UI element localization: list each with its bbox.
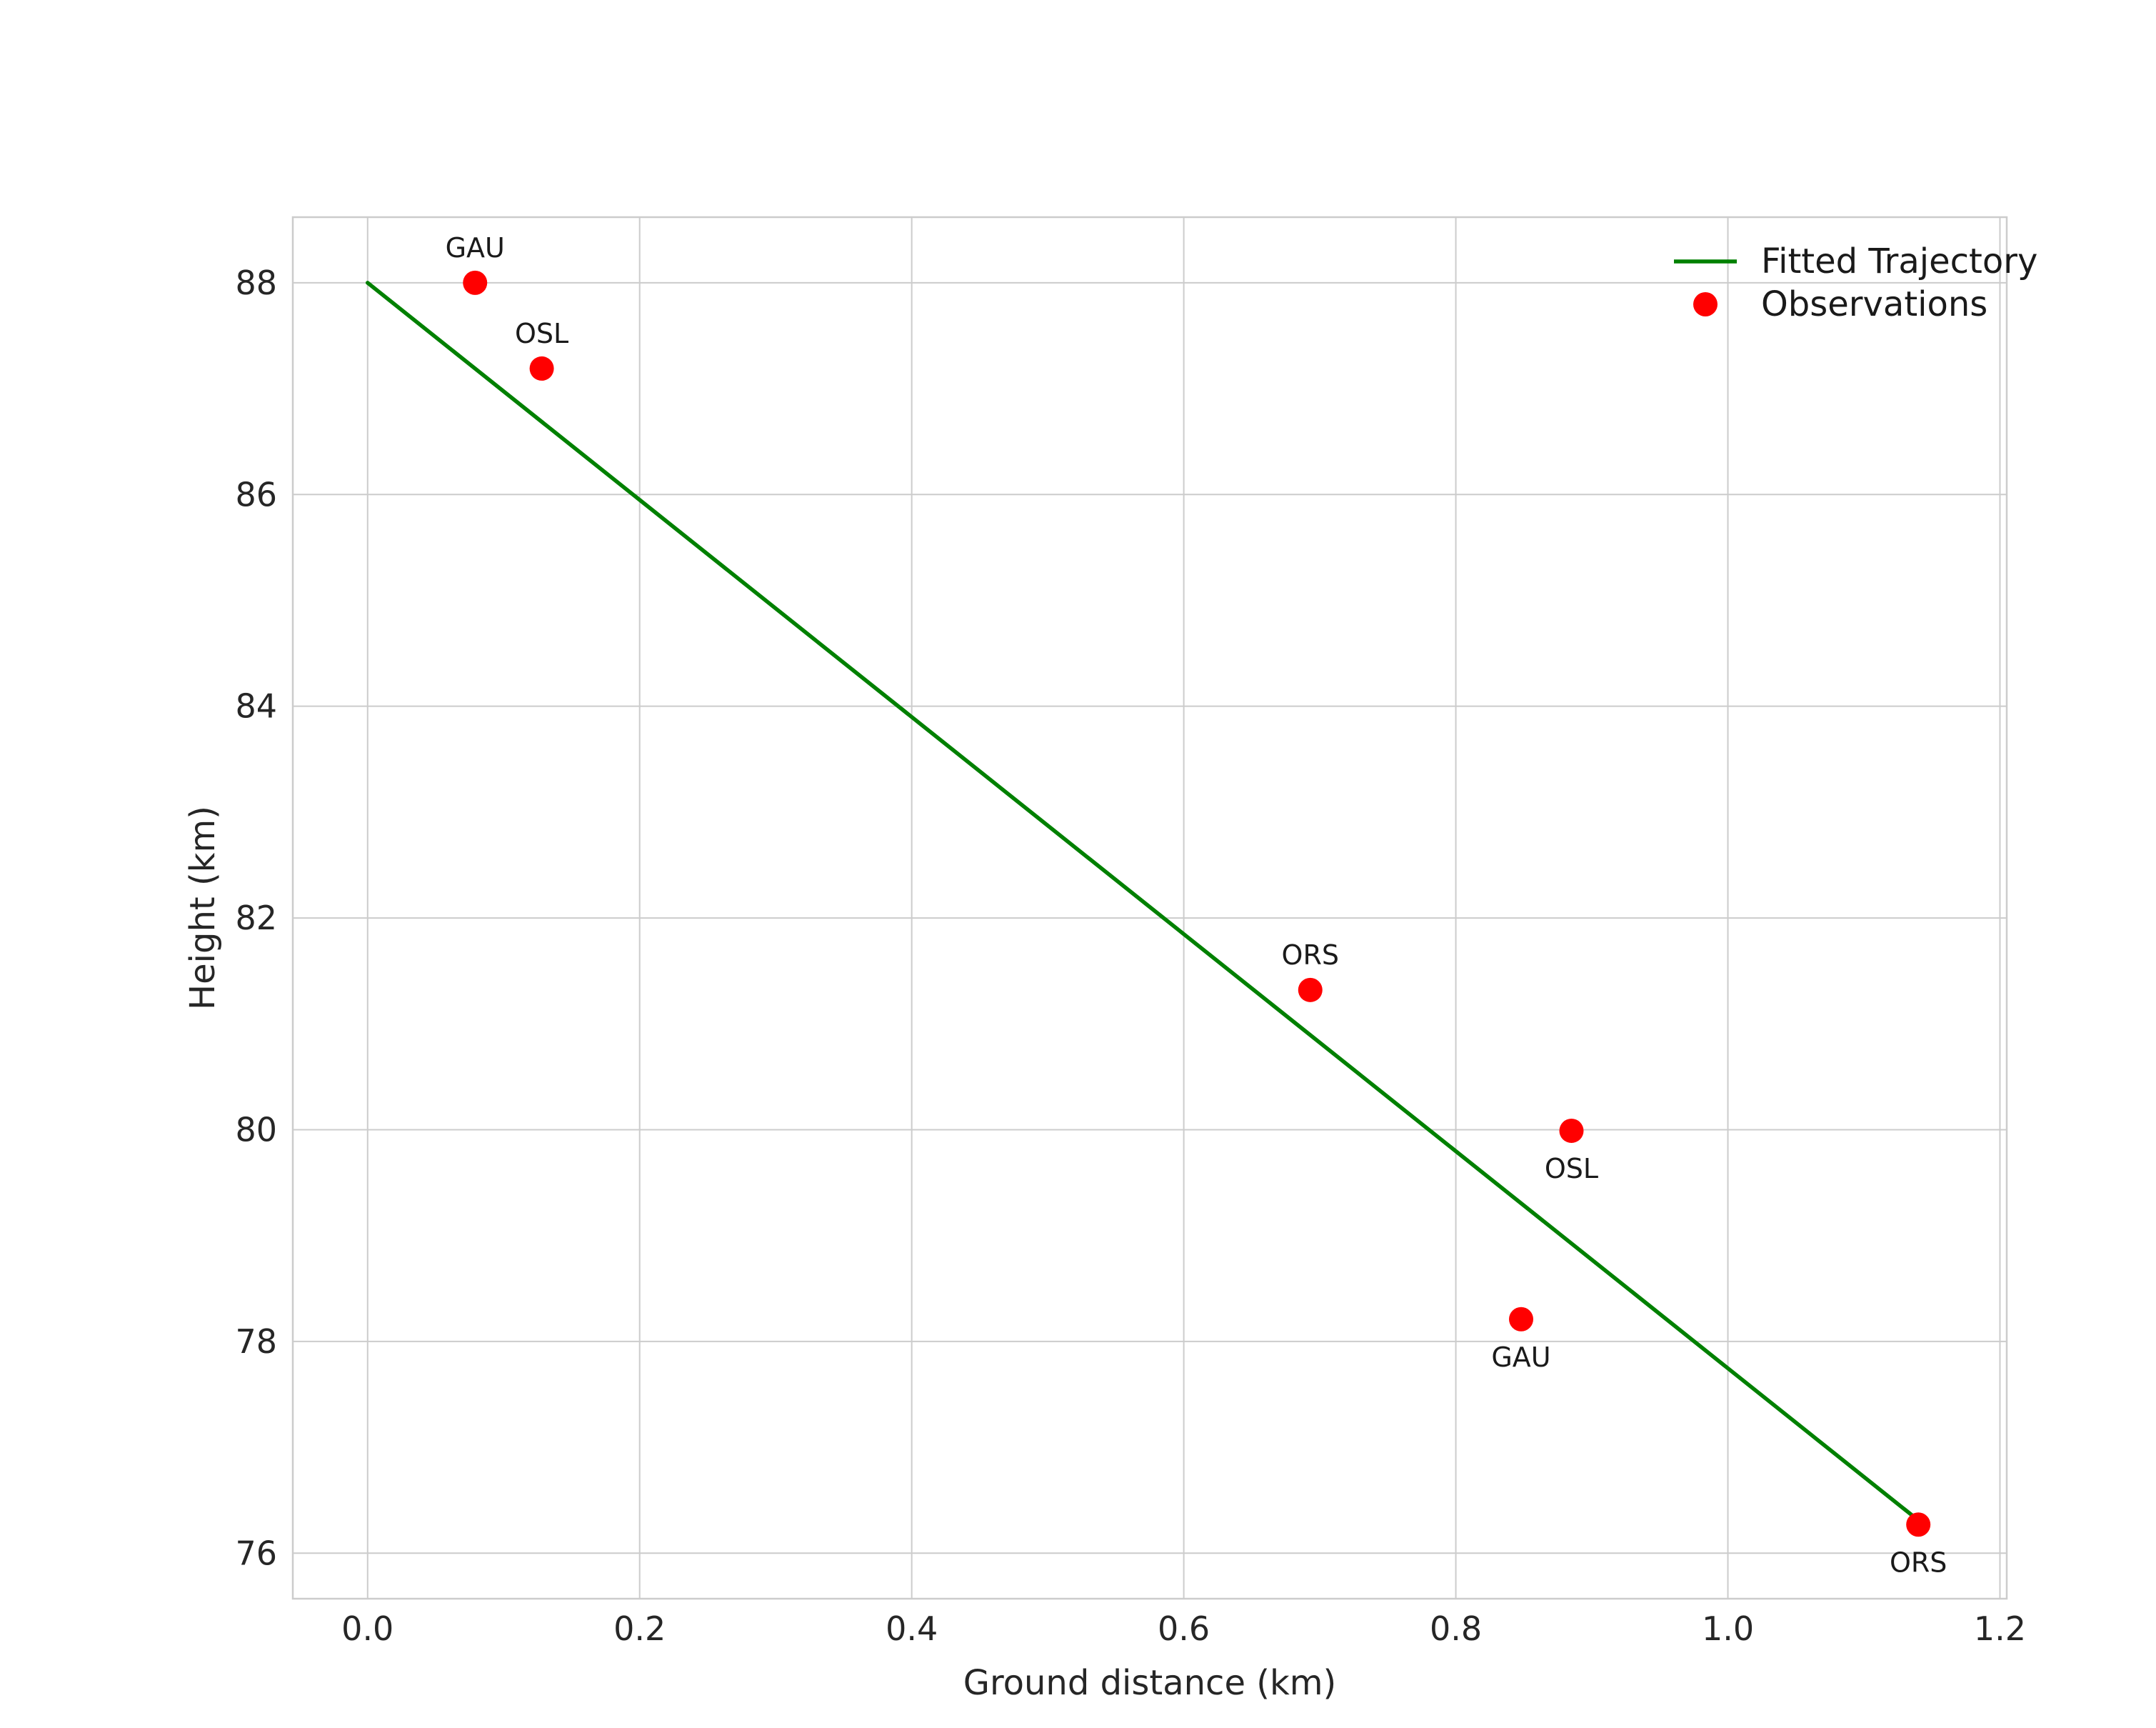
x-tick-label: 0.2 [613,1609,666,1648]
x-axis-label: Ground distance (km) [963,1663,1336,1703]
legend-entry-label: Fitted Trajectory [1761,241,2037,281]
y-tick-label: 84 [235,687,277,726]
legend-marker-sample [1693,292,1718,316]
observation-point [1906,1512,1931,1537]
observation-label: OSL [515,318,568,349]
y-tick-label: 82 [235,899,277,937]
axes-border [291,216,2008,1600]
observation-point [529,356,554,381]
y-tick-label: 86 [235,475,277,514]
y-tick-label: 78 [235,1322,277,1361]
x-tick-label: 1.2 [1974,1609,2026,1648]
y-axis-label: Height (km) [183,806,223,1010]
x-tick-label: 0.8 [1430,1609,1482,1648]
x-tick-label: 0.6 [1158,1609,1210,1648]
observation-label: GAU [446,232,505,264]
fitted-trajectory-line [366,281,1925,1526]
observation-label: OSL [1545,1153,1598,1184]
observation-point [1559,1118,1584,1143]
observation-point [463,270,488,295]
x-tick-label: 0.0 [341,1609,393,1648]
observation-point [1298,977,1323,1002]
x-tick-label: 1.0 [1702,1609,1754,1648]
observation-label: ORS [1890,1547,1947,1578]
y-tick-label: 80 [235,1110,277,1149]
y-tick-label: 88 [235,264,277,302]
x-tick-label: 0.4 [886,1609,938,1648]
legend-entry-label: Observations [1761,284,1987,324]
observation-label: GAU [1491,1342,1550,1373]
observation-label: ORS [1282,939,1339,971]
observation-point [1509,1307,1533,1332]
y-tick-label: 76 [235,1534,277,1572]
